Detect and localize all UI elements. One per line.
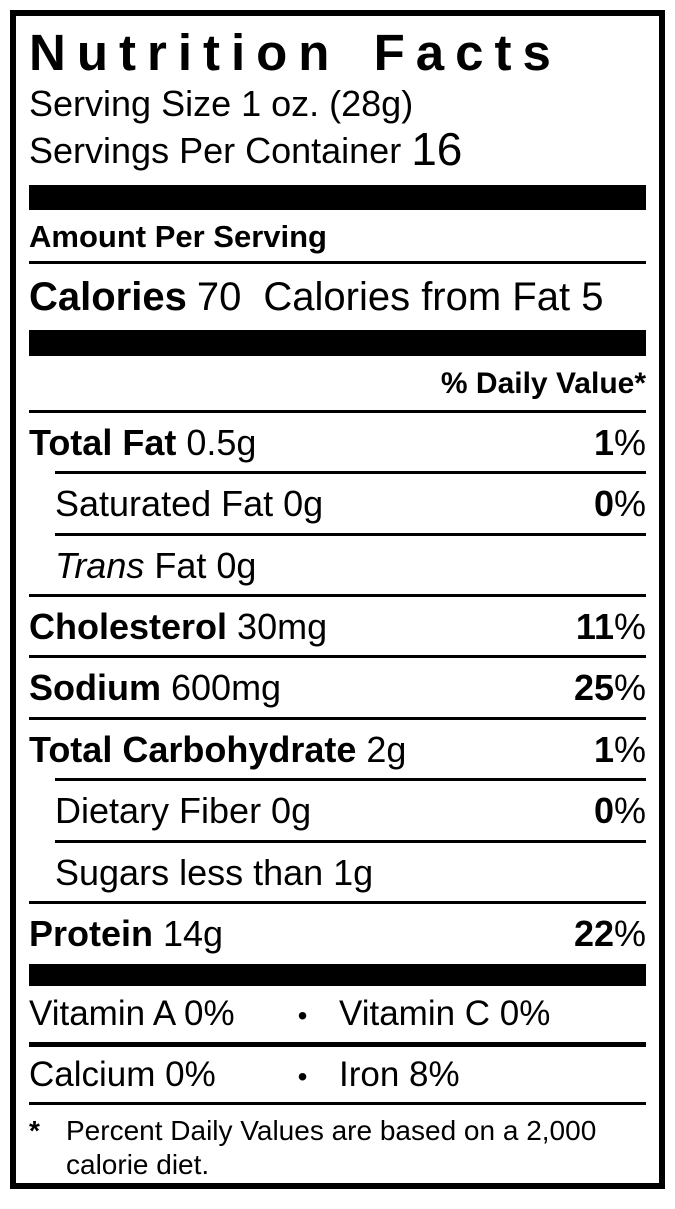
- micronutrient-left: Calcium 0%: [29, 1054, 216, 1094]
- thin-divider: [29, 716, 646, 720]
- nutrition-facts-label: Nutrition Facts Serving Size 1 oz. (28g)…: [10, 10, 665, 1189]
- micronutrient-right: Vitamin C 0%: [339, 994, 551, 1034]
- footnote-text: Percent Daily Values are based on a 2,00…: [66, 1114, 597, 1181]
- micronutrient-right: Iron 8%: [339, 1054, 460, 1094]
- thick-divider: [29, 329, 646, 356]
- nutrient-name: Protein 14g: [29, 913, 224, 955]
- nutrient-row-trans-fat: Trans Fat 0g: [29, 536, 646, 594]
- thin-divider: [55, 778, 646, 782]
- nutrient-row-cholesterol: Cholesterol 30mg 11%: [29, 597, 646, 655]
- calories-label: Calories: [29, 274, 187, 319]
- calories-row: Calories 70 Calories from Fat 5: [29, 264, 646, 330]
- footnote-asterisk: *: [29, 1114, 40, 1146]
- bullet-separator: •: [297, 1000, 308, 1032]
- daily-value-footnote: * Percent Daily Values are based on a 2,…: [29, 1105, 646, 1182]
- thin-divider: [29, 655, 646, 659]
- daily-value-percent: 11%: [575, 606, 646, 648]
- nutrient-name: Total Fat 0.5g: [29, 421, 257, 463]
- thin-divider: [55, 471, 646, 475]
- servings-per-container-label: Servings Per Container: [29, 129, 402, 171]
- daily-value-header: % Daily Value*: [29, 356, 646, 413]
- nutrient-row-sodium: Sodium 600mg 25%: [29, 658, 646, 716]
- nutrient-name: Cholesterol 30mg: [29, 606, 328, 648]
- daily-value-percent: 22%: [573, 913, 646, 955]
- label-title: Nutrition Facts: [29, 24, 562, 81]
- thick-divider: [29, 964, 646, 987]
- amount-per-serving-heading: Amount Per Serving: [29, 210, 646, 264]
- daily-value-percent: 0%: [593, 790, 646, 832]
- thick-divider: [29, 184, 646, 210]
- nutrient-name: Trans Fat 0g: [55, 544, 257, 586]
- nutrient-name: Saturated Fat 0g: [55, 483, 324, 525]
- nutrient-row-protein: Protein 14g 22%: [29, 904, 646, 962]
- nutrient-row-sugars: Sugars less than 1g: [29, 843, 646, 901]
- micronutrient-row-minerals: Calcium 0% • Iron 8%: [29, 1047, 646, 1105]
- servings-per-container: Servings Per Container 16: [29, 126, 646, 173]
- micronutrient-row-vitamins: Vitamin A 0% • Vitamin C 0%: [29, 986, 646, 1047]
- calories-value: 70: [196, 274, 242, 319]
- nutrient-row-total-fat: Total Fat 0.5g 1%: [29, 413, 646, 471]
- daily-value-percent: 1%: [593, 728, 646, 770]
- daily-value-percent: 0%: [593, 483, 646, 525]
- nutrient-name: Sodium 600mg: [29, 667, 282, 709]
- nutrient-row-saturated-fat: Saturated Fat 0g 0%: [29, 474, 646, 532]
- daily-value-percent: 1%: [593, 421, 646, 463]
- nutrient-name: Sugars less than 1g: [55, 851, 374, 893]
- thin-divider: [29, 901, 646, 905]
- daily-value-percent: 25%: [573, 667, 646, 709]
- nutrient-row-total-carbohydrate: Total Carbohydrate 2g 1%: [29, 720, 646, 778]
- thin-divider: [55, 532, 646, 536]
- nutrient-name: Total Carbohydrate 2g: [29, 728, 407, 770]
- bullet-separator: •: [297, 1060, 308, 1092]
- servings-per-container-value: 16: [411, 122, 463, 175]
- thin-divider: [55, 839, 646, 843]
- nutrient-row-dietary-fiber: Dietary Fiber 0g 0%: [29, 781, 646, 839]
- nutrient-name: Dietary Fiber 0g: [55, 790, 312, 832]
- serving-size: Serving Size 1 oz. (28g): [29, 83, 414, 125]
- micronutrient-left: Vitamin A 0%: [29, 994, 235, 1034]
- thin-divider: [29, 594, 646, 598]
- calories-from-fat: Calories from Fat 5: [263, 274, 604, 319]
